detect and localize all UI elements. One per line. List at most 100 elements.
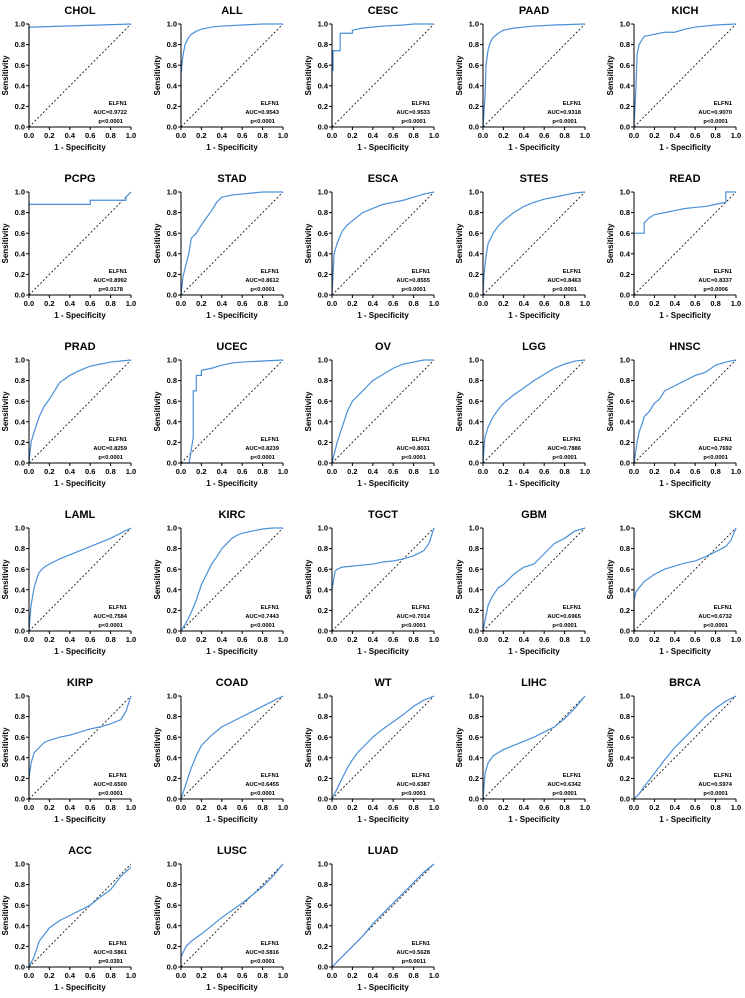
panel-title: GBM <box>521 509 547 521</box>
roc-curve-ucec <box>181 359 284 464</box>
auc-label: AUC=0.7014 <box>396 614 430 620</box>
reference-diagonal <box>633 527 737 632</box>
x-tick-label: 0.4 <box>217 467 228 476</box>
y-tick-label: 0.2 <box>15 270 25 279</box>
panel-title: LUSC <box>217 845 247 857</box>
gene-label: ELFN1 <box>261 941 280 947</box>
y-tick-label: 0.8 <box>15 208 25 217</box>
x-tick-label: 0.4 <box>519 299 530 308</box>
y-tick-label: 0.6 <box>167 397 177 406</box>
x-tick-label: 0.8 <box>105 299 115 308</box>
reference-diagonal <box>180 191 284 296</box>
gene-label: ELFN1 <box>261 437 280 443</box>
y-tick-label: 1.0 <box>15 860 25 869</box>
x-tick-label: 0.6 <box>690 635 700 644</box>
x-tick-label: 0.6 <box>237 971 247 980</box>
x-axis-label: 1 - Specificity <box>357 983 409 992</box>
x-tick-label: 0.6 <box>388 803 398 812</box>
y-tick-label: 0.8 <box>469 208 479 217</box>
y-tick-label: 0.6 <box>167 901 177 910</box>
x-tick-label: 0.8 <box>105 971 115 980</box>
x-tick-label: 0.2 <box>347 467 357 476</box>
x-tick-label: 0.6 <box>85 803 95 812</box>
x-tick-label: 0.6 <box>388 299 398 308</box>
gene-label: ELFN1 <box>412 941 431 947</box>
x-tick-label: 0.0 <box>478 299 488 308</box>
roc-curve-paad <box>482 23 586 128</box>
auc-label: AUC=0.5974 <box>698 782 732 788</box>
x-tick-label: 0.6 <box>237 803 247 812</box>
y-axis-label: Sensitivity <box>1 223 10 264</box>
x-axis-label: 1 - Specificity <box>206 143 258 152</box>
x-tick-label: 0.2 <box>44 467 54 476</box>
x-axis-label: 1 - Specificity <box>508 311 560 320</box>
auc-label: AUC=0.9533 <box>396 110 430 116</box>
y-tick-label: 0.4 <box>318 81 329 90</box>
x-tick-label: 0.4 <box>65 299 76 308</box>
p-value-label: p<0.0001 <box>401 287 426 293</box>
roc-curve-skcm <box>633 527 737 631</box>
y-tick-label: 0.8 <box>318 40 328 49</box>
panel-title: COAD <box>216 677 248 689</box>
y-tick-label: 0.2 <box>15 102 25 111</box>
x-tick-label: 0.4 <box>368 803 379 812</box>
x-tick-label: 0.2 <box>649 803 659 812</box>
x-tick-label: 1.0 <box>580 131 590 140</box>
y-tick-label: 0.4 <box>15 921 26 930</box>
y-tick-label: 0.2 <box>15 942 25 951</box>
y-tick-label: 0.6 <box>167 733 177 742</box>
panel-title: OV <box>375 341 392 353</box>
roc-curve-cesc <box>331 23 434 127</box>
x-tick-label: 0.0 <box>478 467 488 476</box>
y-tick-label: 1.0 <box>15 524 25 533</box>
reference-diagonal <box>633 23 737 128</box>
x-tick-label: 0.4 <box>670 467 681 476</box>
y-tick-label: 0.2 <box>620 102 630 111</box>
y-tick-label: 0.6 <box>469 733 479 742</box>
y-axis-label: Sensitivity <box>1 55 10 96</box>
x-tick-label: 0.8 <box>257 467 267 476</box>
y-tick-label: 0.2 <box>167 438 177 447</box>
x-tick-label: 0.6 <box>85 467 95 476</box>
gene-label: ELFN1 <box>412 605 431 611</box>
y-tick-label: 0.8 <box>469 712 479 721</box>
x-tick-label: 0.2 <box>44 971 54 980</box>
roc-curve-tgct <box>331 527 435 631</box>
gene-label: ELFN1 <box>412 101 431 107</box>
reference-diagonal <box>28 695 132 800</box>
roc-curve-all <box>180 23 283 127</box>
y-tick-label: 0.6 <box>167 229 177 238</box>
y-tick-label: 0.0 <box>15 123 25 132</box>
p-value-label: p<0.0001 <box>250 623 275 629</box>
y-tick-label: 1.0 <box>15 356 25 365</box>
x-tick-label: 0.8 <box>257 131 267 140</box>
y-tick-label: 1.0 <box>318 188 328 197</box>
y-tick-label: 1.0 <box>15 188 25 197</box>
panel-title: KIRP <box>67 677 93 689</box>
roc-panel-acc: ACC 0.00.0 0.2 0.2 0.4 0.4 0.6 0.6 0.8 0.8 1.0 1.0 1… <box>1 845 136 992</box>
p-value-label: p<0.0001 <box>401 623 426 629</box>
y-tick-label: 0.6 <box>469 565 479 574</box>
reference-diagonal <box>633 695 737 800</box>
p-value-label: p<0.0001 <box>703 623 728 629</box>
x-tick-label: 0.2 <box>347 971 357 980</box>
y-tick-label: 1.0 <box>167 356 177 365</box>
y-tick-label: 0.6 <box>15 901 25 910</box>
x-tick-label: 0.2 <box>44 131 54 140</box>
panel-title: LGG <box>522 341 546 353</box>
roc-panel-esca: ESCA 0.00.0 0.2 0.2 0.4 0.4 0.6 0.6 0.8 0.8 1.0 1.0… <box>304 173 439 320</box>
gene-label: ELFN1 <box>563 437 582 443</box>
y-tick-label: 0.2 <box>469 606 479 615</box>
y-tick-label: 0.8 <box>167 40 177 49</box>
x-tick-label: 1.0 <box>429 635 439 644</box>
y-tick-label: 1.0 <box>167 524 177 533</box>
x-tick-label: 0.4 <box>670 803 681 812</box>
x-tick-label: 0.0 <box>24 299 34 308</box>
y-tick-label: 0.8 <box>318 880 328 889</box>
x-tick-label: 0.2 <box>44 635 54 644</box>
x-tick-label: 0.0 <box>176 299 186 308</box>
y-tick-label: 1.0 <box>469 20 479 29</box>
x-tick-label: 0.0 <box>327 635 337 644</box>
y-tick-label: 0.0 <box>620 795 630 804</box>
